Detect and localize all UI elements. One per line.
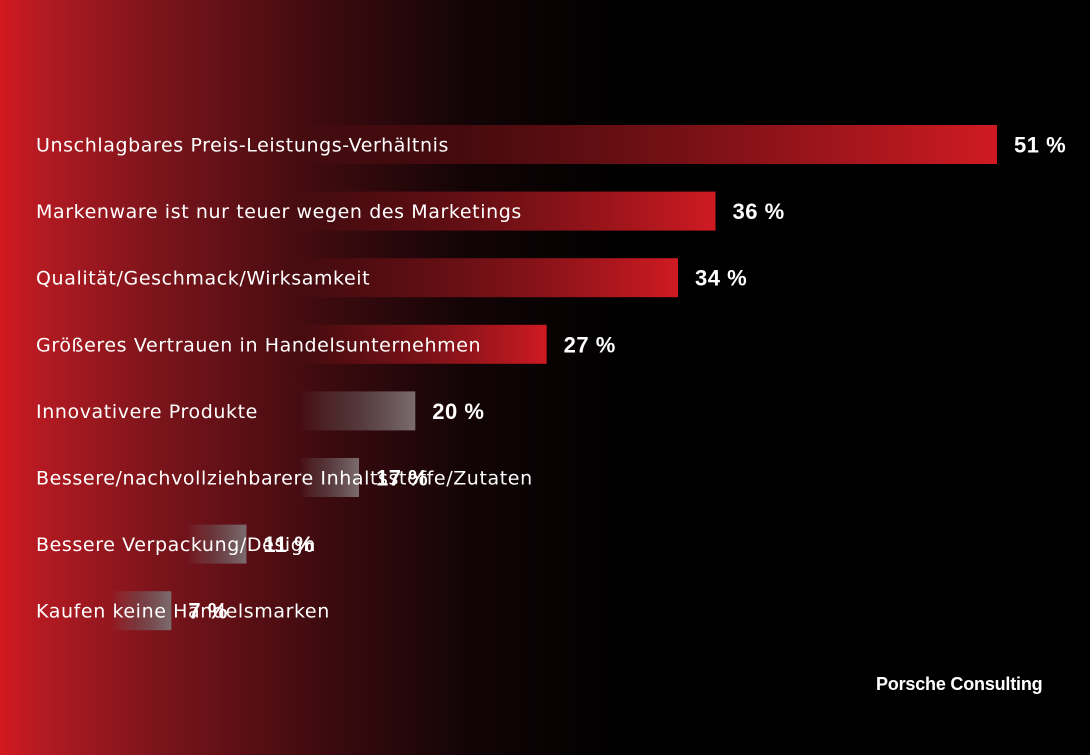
value-label: 36 % [733, 199, 785, 224]
category-label: Unschlagbares Preis-Leistungs-Verhältnis [36, 135, 449, 157]
value-label: 7 % [188, 599, 227, 624]
category-label: Größeres Vertrauen in Handelsunternehmen [36, 334, 481, 356]
category-label: Bessere/nachvollziehbarere Inhaltsstoffe… [36, 468, 533, 490]
category-label: Kaufen keine Handelsmarken [36, 601, 330, 623]
value-label: 20 % [432, 399, 484, 424]
bar [300, 125, 997, 164]
bar [300, 391, 416, 431]
category-label: Qualität/Geschmack/Wirksamkeit [36, 268, 370, 290]
category-label: Bessere Verpackung/Design [36, 534, 316, 556]
value-labels-group: 51 % 36 % 34 % 27 % 20 % 17 % 11 % 7 % [188, 133, 1066, 624]
value-label: 11 % [263, 532, 314, 557]
value-label: 34 % [695, 266, 747, 291]
value-label: 51 % [1014, 133, 1066, 158]
bar [111, 591, 172, 631]
bars-group [111, 125, 997, 631]
category-label: Innovativere Produkte [36, 401, 258, 423]
brand-logo-text: Porsche Consulting [876, 674, 1043, 694]
bar [300, 258, 678, 298]
category-label: Markenware ist nur teuer wegen des Marke… [36, 201, 522, 223]
bar [299, 458, 359, 497]
value-label: 17 % [376, 466, 428, 491]
value-label: 27 % [564, 332, 616, 357]
bar [300, 191, 716, 231]
bar [300, 324, 547, 364]
category-labels-group: Unschlagbares Preis-Leistungs-Verhältnis… [36, 135, 533, 623]
bar [186, 524, 247, 564]
